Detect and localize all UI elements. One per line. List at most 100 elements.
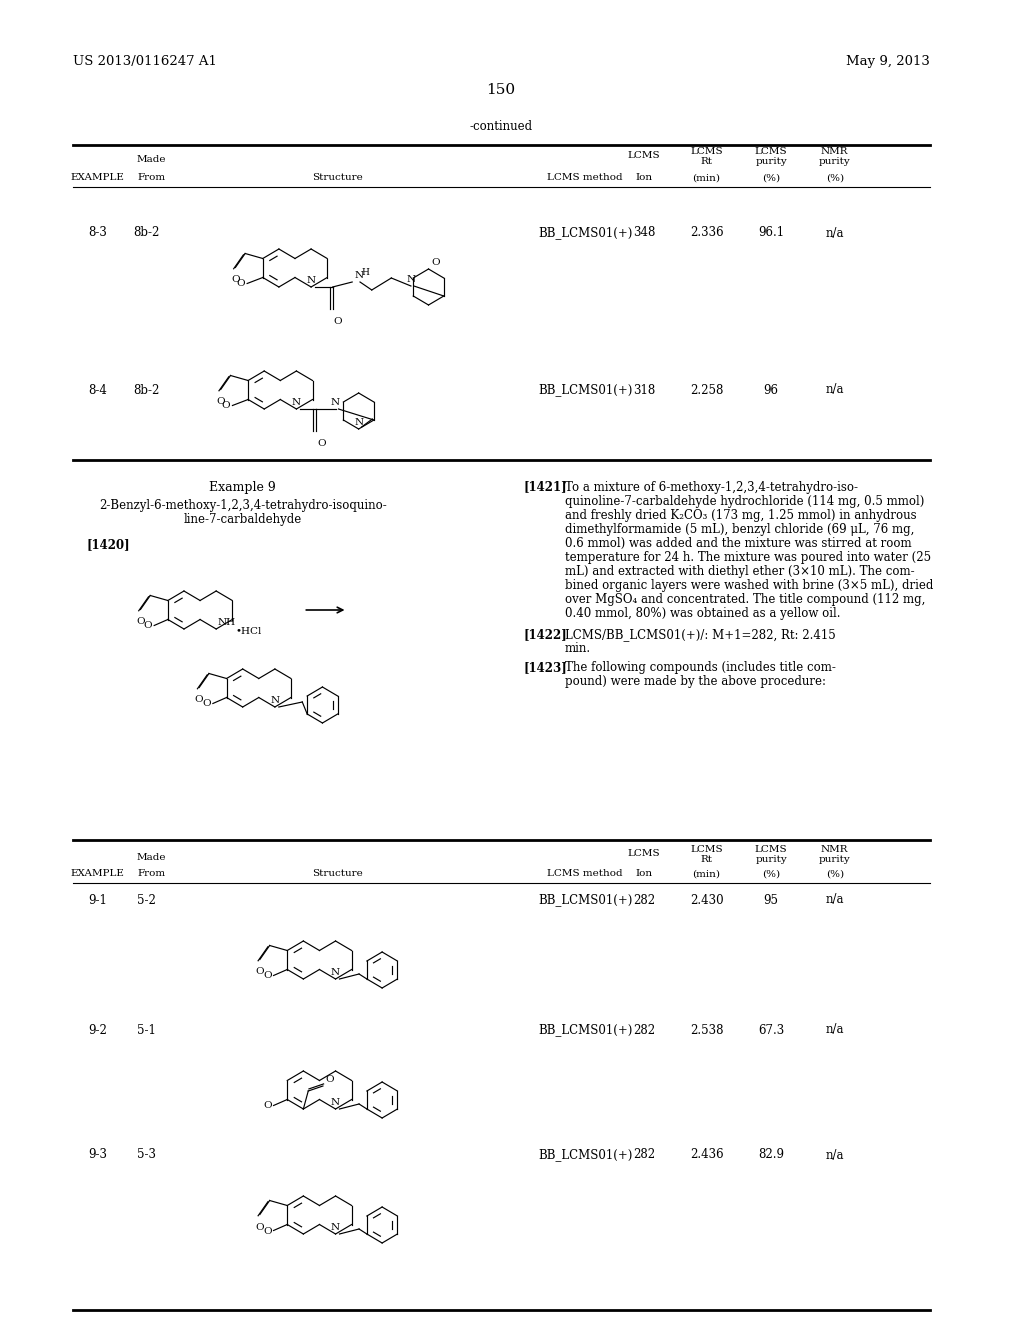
Text: •HCl: •HCl	[236, 627, 262, 635]
Text: O: O	[203, 700, 211, 709]
Text: From: From	[137, 870, 166, 879]
Text: [1421]: [1421]	[523, 480, 567, 494]
Text: 0.6 mmol) was added and the mixture was stirred at room: 0.6 mmol) was added and the mixture was …	[564, 536, 911, 549]
Text: N: N	[354, 418, 364, 426]
Text: O: O	[263, 972, 271, 981]
Text: 2.538: 2.538	[690, 1023, 723, 1036]
Text: N: N	[331, 968, 340, 977]
Text: N: N	[292, 399, 301, 407]
Text: Rt: Rt	[700, 854, 713, 863]
Text: N: N	[270, 696, 280, 705]
Text: dimethylformamide (5 mL), benzyl chloride (69 μL, 76 mg,: dimethylformamide (5 mL), benzyl chlorid…	[564, 523, 914, 536]
Text: 5-1: 5-1	[137, 1023, 157, 1036]
Text: O: O	[237, 280, 245, 289]
Text: BB_LCMS01(+): BB_LCMS01(+)	[538, 1023, 633, 1036]
Text: 282: 282	[633, 894, 655, 907]
Text: line-7-carbaldehyde: line-7-carbaldehyde	[183, 513, 302, 527]
Text: 8-4: 8-4	[88, 384, 108, 396]
Text: LCMS: LCMS	[690, 148, 723, 157]
Text: n/a: n/a	[825, 894, 844, 907]
Text: The following compounds (includes title com-: The following compounds (includes title …	[564, 661, 836, 675]
Text: and freshly dried K₂CO₃ (173 mg, 1.25 mmol) in anhydrous: and freshly dried K₂CO₃ (173 mg, 1.25 mm…	[564, 508, 916, 521]
Text: quinoline-7-carbaldehyde hydrochloride (114 mg, 0.5 mmol): quinoline-7-carbaldehyde hydrochloride (…	[564, 495, 924, 507]
Text: 348: 348	[633, 227, 655, 239]
Text: O: O	[256, 968, 264, 977]
Text: 2.436: 2.436	[690, 1148, 723, 1162]
Text: O: O	[231, 276, 240, 285]
Text: 67.3: 67.3	[758, 1023, 784, 1036]
Text: BB_LCMS01(+): BB_LCMS01(+)	[538, 227, 633, 239]
Text: May 9, 2013: May 9, 2013	[846, 55, 930, 69]
Text: n/a: n/a	[825, 1023, 844, 1036]
Text: O: O	[431, 257, 440, 267]
Text: 2.258: 2.258	[690, 384, 723, 396]
Text: [1420]: [1420]	[86, 539, 130, 552]
Text: EXAMPLE: EXAMPLE	[71, 173, 125, 182]
Text: O: O	[256, 1222, 264, 1232]
Text: 8-3: 8-3	[88, 227, 108, 239]
Text: 8b-2: 8b-2	[133, 384, 160, 396]
Text: O: O	[216, 397, 225, 407]
Text: US 2013/0116247 A1: US 2013/0116247 A1	[74, 55, 217, 69]
Text: -continued: -continued	[469, 120, 532, 133]
Text: purity: purity	[819, 157, 851, 165]
Text: LCMS method: LCMS method	[548, 870, 623, 879]
Text: 5-3: 5-3	[137, 1148, 157, 1162]
Text: LCMS: LCMS	[690, 846, 723, 854]
Text: [1422]: [1422]	[523, 628, 567, 642]
Text: bined organic layers were washed with brine (3×5 mL), dried: bined organic layers were washed with br…	[564, 578, 933, 591]
Text: (%): (%)	[762, 870, 780, 879]
Text: 2-Benzyl-6-methoxy-1,2,3,4-tetrahydro-isoquino-: 2-Benzyl-6-methoxy-1,2,3,4-tetrahydro-is…	[98, 499, 386, 511]
Text: [1423]: [1423]	[523, 661, 567, 675]
Text: N: N	[331, 399, 340, 407]
Text: N: N	[331, 1098, 340, 1107]
Text: pound) were made by the above procedure:: pound) were made by the above procedure:	[564, 676, 825, 689]
Text: LCMS/BB_LCMS01(+)/: M+1=282, Rt: 2.415: LCMS/BB_LCMS01(+)/: M+1=282, Rt: 2.415	[564, 628, 836, 642]
Text: H: H	[361, 268, 369, 277]
Text: LCMS: LCMS	[628, 850, 660, 858]
Text: O: O	[326, 1074, 335, 1084]
Text: N: N	[306, 276, 315, 285]
Text: Structure: Structure	[312, 870, 362, 879]
Text: Ion: Ion	[635, 173, 652, 182]
Text: 282: 282	[633, 1023, 655, 1036]
Text: NMR: NMR	[821, 846, 849, 854]
Text: N: N	[331, 1224, 340, 1232]
Text: 318: 318	[633, 384, 655, 396]
Text: BB_LCMS01(+): BB_LCMS01(+)	[538, 1148, 633, 1162]
Text: 9-1: 9-1	[88, 894, 108, 907]
Text: Made: Made	[137, 154, 167, 164]
Text: (%): (%)	[762, 173, 780, 182]
Text: O: O	[263, 1226, 271, 1236]
Text: (min): (min)	[692, 173, 721, 182]
Text: NH: NH	[217, 618, 236, 627]
Text: n/a: n/a	[825, 1148, 844, 1162]
Text: Example 9: Example 9	[209, 480, 276, 494]
Text: LCMS: LCMS	[755, 148, 787, 157]
Text: O: O	[136, 618, 144, 627]
Text: 96.1: 96.1	[758, 227, 784, 239]
Text: N: N	[354, 271, 364, 280]
Text: 2.430: 2.430	[690, 894, 723, 907]
Text: Ion: Ion	[635, 870, 652, 879]
Text: O: O	[317, 440, 326, 447]
Text: (%): (%)	[825, 870, 844, 879]
Text: Structure: Structure	[312, 173, 362, 182]
Text: n/a: n/a	[825, 384, 844, 396]
Text: min.: min.	[564, 643, 591, 656]
Text: O: O	[195, 696, 204, 705]
Text: Rt: Rt	[700, 157, 713, 165]
Text: LCMS: LCMS	[628, 152, 660, 161]
Text: O: O	[143, 622, 153, 631]
Text: 95: 95	[764, 894, 778, 907]
Text: BB_LCMS01(+): BB_LCMS01(+)	[538, 384, 633, 396]
Text: LCMS method: LCMS method	[548, 173, 623, 182]
Text: O: O	[222, 401, 230, 411]
Text: 8b-2: 8b-2	[133, 227, 160, 239]
Text: 282: 282	[633, 1148, 655, 1162]
Text: n/a: n/a	[825, 227, 844, 239]
Text: NMR: NMR	[821, 148, 849, 157]
Text: mL) and extracted with diethyl ether (3×10 mL). The com-: mL) and extracted with diethyl ether (3×…	[564, 565, 914, 578]
Text: 9-3: 9-3	[88, 1148, 108, 1162]
Text: 96: 96	[764, 384, 778, 396]
